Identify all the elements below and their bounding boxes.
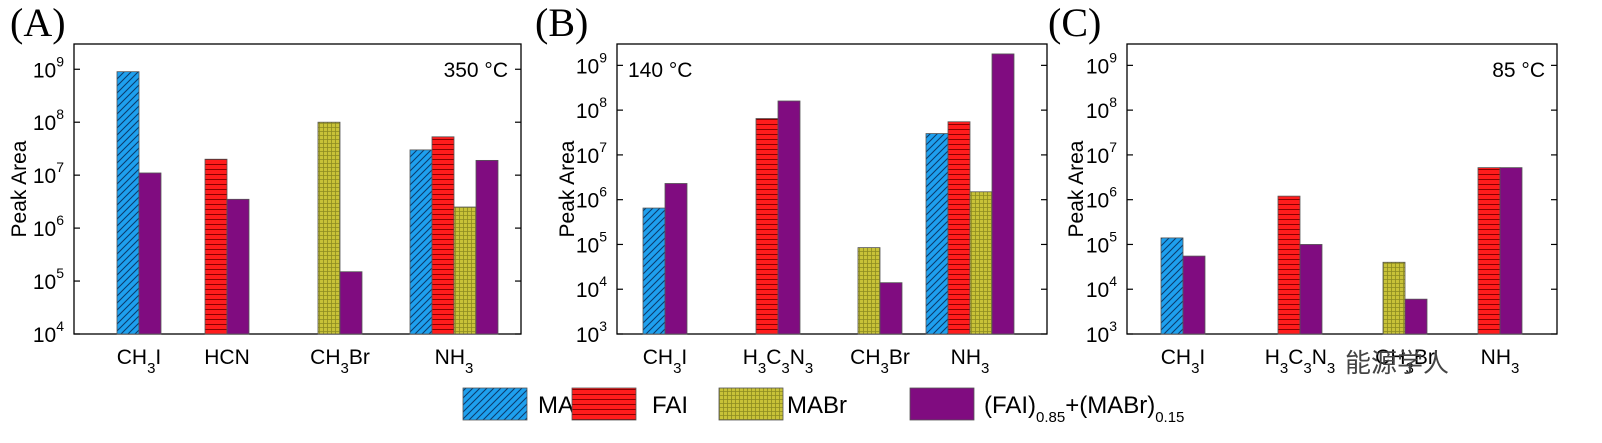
bar-fai-0-85-mabr-0-15-nh3 <box>991 53 1015 335</box>
x-tick-label: CH3I <box>643 346 688 377</box>
bar-fai-0-85-mabr-0-15-ch3i <box>1182 255 1206 335</box>
bar-fai-0-85-mabr-0-15-ch3br <box>339 271 363 335</box>
temperature-label: 85 °C <box>1492 59 1545 82</box>
x-tick-label: CH3I <box>117 346 162 377</box>
bar-mai-ch3i <box>642 207 666 335</box>
bar-fai-h3c3n3 <box>1277 195 1301 335</box>
bar-fai-0-85-mabr-0-15-ch3br <box>879 282 903 335</box>
panel-label: (A) <box>10 0 66 45</box>
panel-b: (B) 140 °C Peak Area 103 104 105 106 107 108 109 C… <box>535 0 1048 377</box>
bar-mabr-nh3 <box>969 191 993 335</box>
temperature-label: 140 °C <box>628 59 692 82</box>
legend-label: MABr <box>787 392 847 419</box>
panels-layer: (A) 350 °C Peak Area 104 105 106 107 108 109 CH3I… <box>8 0 1558 377</box>
y-tick-label: 109 <box>576 49 607 78</box>
y-tick-label: 106 <box>33 212 64 241</box>
bar-mai-nh3 <box>409 149 433 335</box>
temperature-label: 350 °C <box>444 59 508 82</box>
y-tick-label: 105 <box>1086 228 1117 257</box>
bar-fai-nh3 <box>431 136 455 335</box>
bar-fai-0-85-mabr-0-15-nh3 <box>475 159 499 335</box>
plot-frame <box>73 43 522 335</box>
bar-fai-0-85-mabr-0-15-ch3i <box>138 172 162 335</box>
y-tick-label: 108 <box>576 94 607 123</box>
legend-item-fai: FAI <box>571 387 688 421</box>
bar-mabr-ch3br <box>317 121 341 335</box>
y-tick-label: 105 <box>576 228 607 257</box>
y-tick-label: 107 <box>33 159 64 188</box>
x-tick-label: CH3Br <box>310 346 370 377</box>
x-tick-label: NH3 <box>435 346 474 377</box>
legend-swatch <box>462 387 528 421</box>
panel-label: (C) <box>1048 0 1101 45</box>
panel-label: (B) <box>535 0 588 45</box>
y-tick-label: 109 <box>33 53 64 82</box>
bar-fai-0-85-mabr-0-15-ch3br <box>1404 298 1428 335</box>
bar-fai-0-85-mabr-0-15-ch3i <box>664 183 688 335</box>
panel-a: (A) 350 °C Peak Area 104 105 106 107 108 109 CH3I… <box>8 0 522 377</box>
legend-item-mabr: MABr <box>718 387 847 421</box>
y-tick-label: 108 <box>33 106 64 135</box>
bar-mabr-ch3br <box>1382 261 1406 335</box>
bar-mabr-nh3 <box>453 206 477 335</box>
y-tick-label: 103 <box>1086 318 1117 347</box>
plot-frame <box>616 43 1048 335</box>
bar-fai-nh3 <box>1477 167 1501 335</box>
y-tick-label: 103 <box>576 318 607 347</box>
y-axis-label: Peak Area <box>556 140 579 237</box>
y-tick-label: 107 <box>576 139 607 168</box>
x-tick-label: CH3I <box>1161 346 1206 377</box>
bar-mai-ch3i <box>116 71 140 335</box>
y-tick-label: 106 <box>576 184 607 213</box>
x-tick-label: HCN <box>204 346 250 369</box>
x-tick-label: H3C3N3 <box>1265 346 1336 377</box>
legend-swatch <box>909 387 975 421</box>
legend-label: (FAI)0.85+(MABr)0.15 <box>984 392 1184 426</box>
legend-swatch <box>718 387 784 421</box>
panel-c: (C) 85 °C Peak Area 103 104 105 106 107 108 109 CH… <box>1048 0 1558 377</box>
y-axis-label: Peak Area <box>1065 140 1088 237</box>
y-tick-label: 104 <box>1086 273 1117 302</box>
bar-mabr-ch3br <box>857 247 881 335</box>
legend-item-mix: (FAI)0.85+(MABr)0.15 <box>909 387 1184 426</box>
y-tick-label: 105 <box>33 265 64 294</box>
y-tick-label: 104 <box>576 273 607 302</box>
bar-fai-h3c3n3 <box>755 118 779 335</box>
legend-item-mai: MAI <box>462 387 581 421</box>
bar-fai-0-85-mabr-0-15-hcn <box>226 198 250 335</box>
x-tick-label: NH3 <box>951 346 990 377</box>
bar-fai-nh3 <box>947 121 971 335</box>
bar-fai-0-85-mabr-0-15-h3c3n3 <box>1299 244 1323 335</box>
legend-swatch <box>571 387 637 421</box>
x-tick-label: NH3 <box>1481 346 1520 377</box>
bar-fai-0-85-mabr-0-15-h3c3n3 <box>777 100 801 335</box>
y-tick-label: 108 <box>1086 94 1117 123</box>
x-tick-label: CH3Br <box>850 346 910 377</box>
bar-mai-ch3i <box>1160 237 1184 335</box>
y-tick-label: 107 <box>1086 139 1117 168</box>
bar-mai-nh3 <box>925 133 949 335</box>
y-axis-label: Peak Area <box>8 140 31 237</box>
x-tick-label: H3C3N3 <box>743 346 814 377</box>
y-tick-label: 104 <box>33 318 64 347</box>
bar-fai-0-85-mabr-0-15-nh3 <box>1499 167 1523 335</box>
x-tick-label: CH3Br <box>1375 346 1435 377</box>
watermark-text: 能源学人 <box>1345 348 1449 378</box>
bar-fai-hcn <box>204 158 228 335</box>
y-tick-label: 109 <box>1086 49 1117 78</box>
legend-label: FAI <box>652 392 688 419</box>
plot-frame <box>1126 43 1558 335</box>
legend: MAI FAI MABr (FAI)0.85+(MABr)0.15 <box>462 387 1184 426</box>
y-tick-label: 106 <box>1086 184 1117 213</box>
